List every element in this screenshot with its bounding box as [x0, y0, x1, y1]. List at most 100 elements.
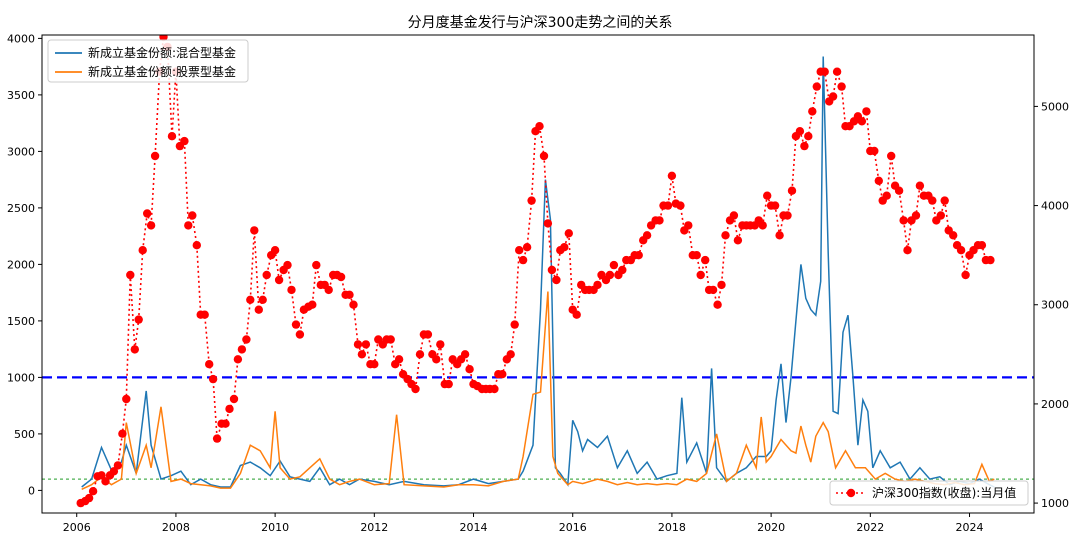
y-left-tick-label: 4000 [7, 32, 35, 45]
series-point [411, 384, 420, 394]
legend-left-label: 新成立基金份额:混合型基金 [88, 45, 236, 60]
series-point [618, 265, 627, 275]
series-point [432, 355, 441, 364]
series-point [237, 345, 247, 354]
series-point [212, 434, 222, 443]
series-point [642, 231, 652, 240]
series-point [97, 471, 106, 480]
series-point [88, 487, 98, 496]
y-left-tick-label: 1000 [7, 371, 35, 384]
series-point [605, 270, 615, 280]
x-tick-label: 2022 [856, 521, 884, 534]
series-point [498, 370, 507, 379]
series-point [708, 285, 718, 295]
series-point [527, 196, 536, 205]
series-point [800, 141, 809, 151]
y-right-tick-label: 3000 [1041, 299, 1069, 312]
series-point [696, 270, 705, 280]
y-right-tick-label: 2000 [1041, 398, 1069, 411]
series-point [184, 221, 193, 230]
series-point [336, 272, 346, 282]
series-point [394, 355, 404, 364]
series-point [692, 251, 701, 260]
plot-frame [41, 34, 1035, 514]
series-point [295, 330, 305, 339]
y-right-tick-label: 1000 [1041, 497, 1069, 510]
series-line-0 [81, 56, 995, 488]
series-point [543, 219, 553, 228]
y-axis-left: 0 500 1000 1500 2000 2500 3000 3500 4000 [7, 32, 42, 497]
series-point [758, 221, 767, 230]
series-point [221, 419, 230, 428]
series-point [828, 92, 838, 101]
x-tick-label: 2018 [658, 521, 686, 534]
series-point [887, 151, 896, 161]
y-axis-right: 1000 2000 3000 4000 5000 [1034, 100, 1069, 510]
y-left-tick-label: 2000 [7, 258, 35, 271]
series-point [188, 211, 197, 220]
x-tick-label: 2008 [162, 521, 190, 534]
series-point [663, 201, 673, 210]
series-point [593, 280, 602, 290]
series-point [676, 201, 685, 210]
series-point [808, 107, 817, 116]
series-point [518, 255, 528, 265]
series-point [564, 229, 573, 238]
series-point [915, 181, 925, 190]
series-point [977, 241, 987, 250]
reference-lines [42, 376, 1034, 480]
y-left-tick-label: 2500 [7, 202, 35, 215]
series-point [113, 461, 123, 470]
series-point [804, 132, 813, 141]
series-point [250, 226, 259, 235]
series-point [229, 394, 239, 404]
series-point [205, 360, 214, 369]
legend-right-box [829, 480, 1029, 506]
y-left-tick-label: 0 [28, 484, 35, 497]
series-point [109, 467, 119, 476]
series-point [949, 231, 958, 240]
series-point [721, 231, 730, 240]
y-left-tick-label: 500 [14, 428, 35, 441]
series-point [717, 280, 726, 290]
series-point [634, 251, 643, 260]
chart-title: 分月度基金发行与沪深300走势之间的关系 [408, 14, 673, 31]
series-point [415, 350, 425, 359]
series-point [609, 260, 619, 270]
series-point [324, 285, 333, 295]
series-point [490, 384, 499, 394]
series-point [233, 355, 243, 364]
x-tick-label: 2010 [261, 521, 289, 534]
series-point [832, 67, 842, 76]
series-layer [76, 35, 995, 508]
series-point [783, 211, 792, 220]
series-point [312, 260, 321, 270]
series-point [270, 246, 280, 255]
series-point [118, 429, 127, 438]
series-point [192, 241, 201, 250]
series-point [961, 270, 970, 280]
series-point [763, 191, 772, 200]
series-point [936, 211, 945, 220]
legend-bottom-right: 沪深300指数(收盘):当月值 [829, 480, 1029, 506]
series-point [208, 374, 218, 384]
series-point [291, 320, 301, 329]
series-point [180, 136, 189, 146]
series-point [308, 300, 317, 309]
series-point [899, 216, 908, 225]
series-point [857, 117, 867, 126]
series-point [370, 360, 379, 369]
series-point [122, 394, 131, 404]
y-right-tick-label: 5000 [1041, 100, 1069, 113]
y-right-tick-label: 4000 [1041, 200, 1069, 213]
series-point [423, 330, 433, 339]
series-point [911, 211, 921, 220]
series-point [258, 295, 267, 304]
series-point [167, 132, 177, 141]
series-point [795, 127, 805, 136]
series-point [956, 246, 966, 255]
series-point [547, 265, 557, 275]
series-point [894, 186, 904, 195]
x-tick-label: 2024 [956, 521, 984, 534]
